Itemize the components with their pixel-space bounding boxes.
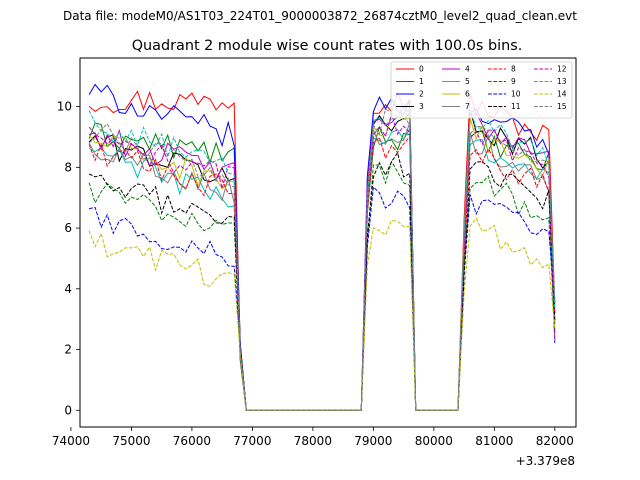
legend-label-2: 2 (419, 90, 424, 99)
y-tick-label: 0 (64, 403, 72, 417)
legend-label-7: 7 (465, 102, 470, 111)
legend-label-8: 8 (511, 65, 516, 74)
legend-box (390, 61, 573, 119)
legend-label-12: 12 (557, 65, 567, 74)
series-line-9 (88, 160, 556, 411)
x-tick-label: 81000 (475, 434, 513, 448)
x-tick-label: 79000 (354, 434, 392, 448)
chart-title: Quadrant 2 module wise count rates with … (132, 38, 523, 54)
legend-label-13: 13 (557, 77, 567, 86)
x-tick-label: 80000 (415, 434, 453, 448)
y-tick-label: 8 (64, 160, 72, 174)
y-tick-label: 10 (57, 100, 72, 114)
legend-label-3: 3 (419, 102, 424, 111)
x-offset-label: +3.379e8 (516, 454, 575, 468)
legend-label-10: 10 (511, 90, 521, 99)
axes-background (80, 58, 576, 427)
legend-label-4: 4 (465, 65, 470, 74)
x-tick-label: 76000 (173, 434, 211, 448)
x-tick-label: 78000 (294, 434, 332, 448)
legend-label-14: 14 (557, 90, 567, 99)
x-tick-label: 74000 (52, 434, 90, 448)
legend-label-6: 6 (465, 90, 470, 99)
legend-label-15: 15 (557, 102, 567, 111)
legend-label-5: 5 (465, 77, 470, 86)
legend-label-1: 1 (419, 77, 424, 86)
legend-label-11: 11 (511, 102, 521, 111)
y-tick-label: 2 (64, 343, 72, 357)
y-tick-label: 4 (64, 282, 72, 296)
suptitle: Data file: modeM0/AS1T03_224T01_90000038… (63, 9, 577, 23)
y-axis: 0 2 4 6 8 10 (57, 100, 80, 417)
axes-frame (79, 57, 577, 428)
legend-label-9: 9 (511, 77, 516, 86)
x-tick-label: 75000 (112, 434, 150, 448)
x-tick-label: 77000 (233, 434, 271, 448)
plot-area (80, 58, 576, 427)
series-layer (88, 83, 556, 411)
legend-label-0: 0 (419, 65, 424, 74)
series-line-15 (88, 108, 556, 411)
y-tick-label: 6 (64, 221, 72, 235)
x-tick-label: 82000 (536, 434, 574, 448)
x-axis: 74000 75000 76000 77000 78000 79000 80000 81000… (52, 427, 574, 448)
